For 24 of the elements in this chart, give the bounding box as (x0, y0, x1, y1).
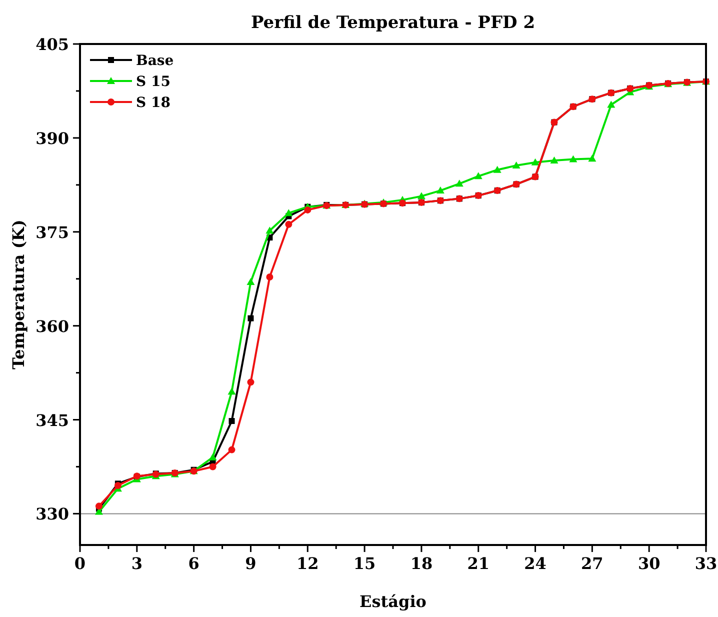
y-axis-title: Temperatura (K) (9, 220, 28, 370)
x-tick-label: 9 (245, 554, 256, 573)
legend-label: S 15 (136, 74, 170, 90)
y-tick-label: 330 (36, 504, 69, 524)
y-tick-label: 375 (36, 222, 69, 242)
legend-label: Base (136, 53, 174, 69)
x-tick-label: 12 (296, 554, 319, 573)
x-tick-label: 18 (410, 554, 433, 573)
x-tick-label: 6 (188, 554, 200, 573)
x-tick-label: 30 (638, 554, 660, 573)
x-tick-label: 0 (74, 554, 86, 573)
x-tick-label: 33 (694, 554, 718, 573)
y-tick-label: 405 (36, 35, 69, 54)
x-tick-label: 3 (131, 554, 142, 573)
legend-label: S 18 (136, 95, 170, 111)
x-tick-label: 24 (524, 554, 546, 573)
y-tick-label: 345 (36, 410, 69, 430)
x-tick-label: 15 (353, 554, 376, 573)
chart-title: Perfil de Temperatura - PFD 2 (250, 13, 536, 33)
y-tick-label: 360 (36, 316, 69, 336)
x-tick-label: 27 (581, 554, 604, 573)
x-axis-title: Estágio (360, 592, 427, 611)
y-tick-label: 390 (36, 128, 69, 148)
x-tick-label: 21 (467, 554, 490, 573)
